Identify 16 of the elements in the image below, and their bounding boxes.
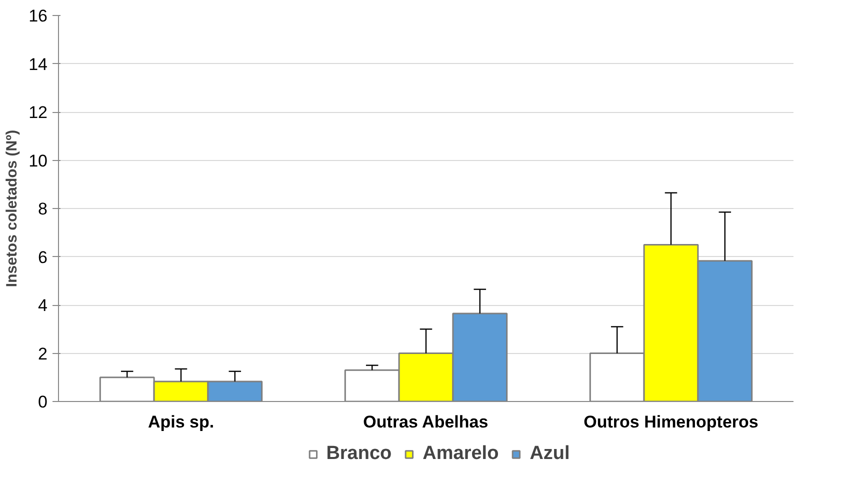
y-tick-label: 6	[38, 248, 48, 267]
x-tick-label: Outros Himenopteros	[584, 412, 758, 432]
y-tick-label: 4	[38, 296, 48, 315]
y-tick-label: 0	[38, 392, 48, 412]
x-tick-label: Outras Abelhas	[363, 412, 488, 432]
legend-label: Azul	[530, 443, 570, 465]
y-tick-label: 12	[28, 103, 48, 122]
y-axis-title: Insetos coletados (Nº)	[4, 130, 21, 288]
legend-label: Amarelo	[422, 443, 499, 465]
y-tick-label: 2	[38, 344, 48, 364]
y-tick-label: 10	[28, 151, 48, 170]
x-tick-label: Apis sp.	[148, 412, 214, 432]
y-tick-label: 8	[38, 200, 48, 218]
legend-label: Branco	[326, 443, 392, 465]
y-tick-label: 14	[28, 54, 48, 74]
y-tick-label: 16	[28, 6, 48, 26]
